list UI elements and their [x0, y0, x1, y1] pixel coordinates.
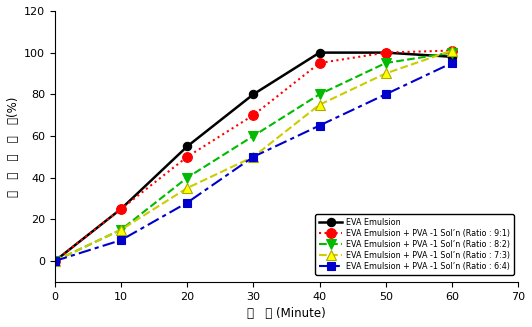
EVA Emulsion	[52, 259, 58, 263]
Legend: EVA Emulsion, EVA Emulsion + PVA -1 Sol’n (Ratio : 9:1), EVA Emulsion + PVA -1 S: EVA Emulsion, EVA Emulsion + PVA -1 Sol’…	[315, 214, 514, 275]
EVA Emulsion + PVA -1 Sol’n (Ratio : 7:3): (0, 0): 7:3): (0, 0)	[52, 259, 58, 263]
Line: EVA Emulsion + PVA -1 Sol’n (Ratio : 9:1): EVA Emulsion + PVA -1 Sol’n (Ratio : 9:1…	[50, 46, 456, 266]
EVA Emulsion + PVA -1 Sol’n (Ratio : 6:4): (30, 50): 6:4): (30, 50)	[250, 155, 256, 159]
EVA Emulsion + PVA -1 Sol’n (Ratio : 7:3): (40, 75): 7:3): (40, 75)	[317, 103, 323, 107]
Y-axis label: 건   조   진   행   률(%): 건 조 진 행 률(%)	[7, 96, 20, 197]
EVA Emulsion + PVA -1 Sol’n (Ratio : 6:4): (0, 0): 6:4): (0, 0)	[52, 259, 58, 263]
EVA Emulsion + PVA -1 Sol’n (Ratio : 8:2): (10, 15): 8:2): (10, 15)	[118, 228, 124, 232]
Line: EVA Emulsion + PVA -1 Sol’n (Ratio : 7:3): EVA Emulsion + PVA -1 Sol’n (Ratio : 7:3…	[50, 46, 456, 266]
EVA Emulsion	[448, 55, 455, 59]
EVA Emulsion + PVA -1 Sol’n (Ratio : 6:4): (50, 80): 6:4): (50, 80)	[383, 92, 389, 96]
EVA Emulsion + PVA -1 Sol’n (Ratio : 9:1): (0, 0): 9:1): (0, 0)	[52, 259, 58, 263]
EVA Emulsion + PVA -1 Sol’n (Ratio : 6:4): (60, 95): 6:4): (60, 95)	[448, 61, 455, 65]
EVA Emulsion	[317, 51, 323, 55]
EVA Emulsion	[250, 92, 256, 96]
EVA Emulsion	[383, 51, 389, 55]
EVA Emulsion + PVA -1 Sol’n (Ratio : 9:1): (30, 70): 9:1): (30, 70)	[250, 113, 256, 117]
EVA Emulsion + PVA -1 Sol’n (Ratio : 7:3): (50, 90): 7:3): (50, 90)	[383, 72, 389, 76]
EVA Emulsion + PVA -1 Sol’n (Ratio : 9:1): (60, 101): 9:1): (60, 101)	[448, 49, 455, 53]
EVA Emulsion + PVA -1 Sol’n (Ratio : 9:1): (10, 25): 9:1): (10, 25)	[118, 207, 124, 211]
X-axis label: 시   간 (Minute): 시 간 (Minute)	[247, 307, 326, 320]
EVA Emulsion + PVA -1 Sol’n (Ratio : 6:4): (20, 28): 6:4): (20, 28)	[184, 201, 190, 205]
EVA Emulsion + PVA -1 Sol’n (Ratio : 7:3): (10, 15): 7:3): (10, 15)	[118, 228, 124, 232]
EVA Emulsion + PVA -1 Sol’n (Ratio : 6:4): (40, 65): 6:4): (40, 65)	[317, 124, 323, 128]
EVA Emulsion + PVA -1 Sol’n (Ratio : 8:2): (50, 95): 8:2): (50, 95)	[383, 61, 389, 65]
EVA Emulsion + PVA -1 Sol’n (Ratio : 8:2): (40, 80): 8:2): (40, 80)	[317, 92, 323, 96]
Line: EVA Emulsion + PVA -1 Sol’n (Ratio : 8:2): EVA Emulsion + PVA -1 Sol’n (Ratio : 8:2…	[50, 48, 456, 266]
EVA Emulsion + PVA -1 Sol’n (Ratio : 8:2): (0, 0): 8:2): (0, 0)	[52, 259, 58, 263]
Line: EVA Emulsion + PVA -1 Sol’n (Ratio : 6:4): EVA Emulsion + PVA -1 Sol’n (Ratio : 6:4…	[51, 59, 456, 265]
EVA Emulsion + PVA -1 Sol’n (Ratio : 7:3): (60, 101): 7:3): (60, 101)	[448, 49, 455, 53]
EVA Emulsion	[118, 207, 124, 211]
EVA Emulsion + PVA -1 Sol’n (Ratio : 9:1): (40, 95): 9:1): (40, 95)	[317, 61, 323, 65]
Line: EVA Emulsion: EVA Emulsion	[51, 48, 456, 265]
EVA Emulsion + PVA -1 Sol’n (Ratio : 7:3): (20, 35): 7:3): (20, 35)	[184, 186, 190, 190]
EVA Emulsion + PVA -1 Sol’n (Ratio : 8:2): (30, 60): 8:2): (30, 60)	[250, 134, 256, 138]
EVA Emulsion + PVA -1 Sol’n (Ratio : 8:2): (60, 100): 8:2): (60, 100)	[448, 51, 455, 55]
EVA Emulsion + PVA -1 Sol’n (Ratio : 8:2): (20, 40): 8:2): (20, 40)	[184, 176, 190, 180]
EVA Emulsion + PVA -1 Sol’n (Ratio : 6:4): (10, 10): 6:4): (10, 10)	[118, 238, 124, 242]
EVA Emulsion + PVA -1 Sol’n (Ratio : 7:3): (30, 50): 7:3): (30, 50)	[250, 155, 256, 159]
EVA Emulsion + PVA -1 Sol’n (Ratio : 9:1): (50, 100): 9:1): (50, 100)	[383, 51, 389, 55]
EVA Emulsion	[184, 145, 190, 148]
EVA Emulsion + PVA -1 Sol’n (Ratio : 9:1): (20, 50): 9:1): (20, 50)	[184, 155, 190, 159]
